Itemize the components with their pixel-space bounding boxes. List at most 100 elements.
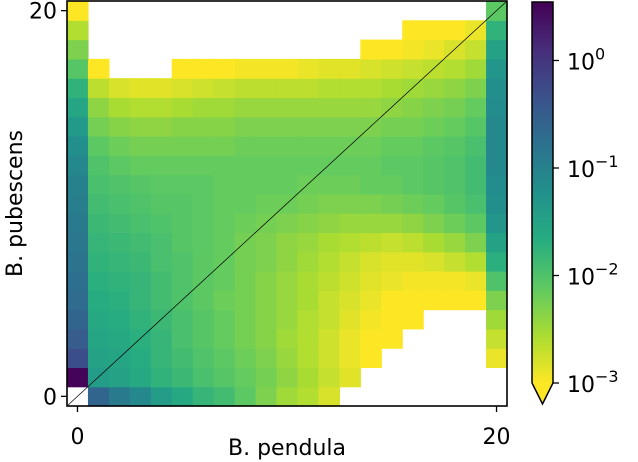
heatmap-cell <box>171 97 194 118</box>
heatmap-cell <box>297 271 320 291</box>
heatmap-cell <box>297 348 320 369</box>
heatmap-cell <box>276 213 299 234</box>
heatmap-cell <box>213 116 236 137</box>
heatmap-cell <box>108 193 131 214</box>
heatmap-cell <box>318 232 340 253</box>
heatmap-cell <box>318 348 340 369</box>
x-axis-ticks: 0 20 <box>70 406 511 450</box>
heatmap-cell <box>234 290 257 311</box>
heatmap-cell <box>150 116 173 137</box>
heatmap-cell <box>360 251 382 272</box>
heatmap-cell <box>67 367 89 388</box>
heatmap-cell <box>192 78 215 99</box>
heatmap-cell <box>486 193 508 214</box>
heatmap-cell <box>339 155 361 176</box>
heatmap-cell <box>360 58 382 79</box>
heatmap-cell <box>234 213 257 234</box>
heatmap-cell <box>423 78 445 99</box>
heatmap-cell <box>87 290 110 311</box>
heatmap-cell <box>67 58 89 79</box>
heatmap-cell <box>213 367 236 388</box>
heatmap-cell <box>360 232 382 253</box>
heatmap-cell <box>87 116 110 137</box>
heatmap-cell <box>339 309 361 330</box>
heatmap-cell <box>444 97 466 118</box>
heatmap-cell <box>255 58 278 79</box>
heatmap-cell <box>67 136 89 156</box>
heatmap-cell <box>444 39 466 60</box>
heatmap-cell <box>108 155 131 176</box>
heatmap-cell <box>444 20 466 41</box>
heatmap-cell <box>192 251 215 272</box>
heatmap-cell <box>255 386 278 407</box>
heatmap-cell <box>213 348 236 369</box>
heatmap-cell <box>213 309 236 330</box>
heatmap-cell <box>171 213 194 234</box>
heatmap-cell <box>213 271 236 291</box>
heatmap-cell <box>360 193 382 214</box>
heatmap-cell <box>465 174 487 195</box>
heatmap-cell <box>192 348 215 369</box>
heatmap-cell <box>402 309 424 330</box>
heatmap-cell <box>192 136 215 156</box>
heatmap-cell <box>150 232 173 253</box>
heatmap-cell <box>87 328 110 349</box>
heatmap-cell <box>255 97 278 118</box>
heatmap-cell <box>486 174 508 195</box>
heatmap-cell <box>465 271 487 291</box>
heatmap-cell <box>213 328 236 349</box>
colorbar-tick-label: 100 <box>567 44 605 75</box>
heatmap-cell <box>67 251 89 272</box>
heatmap-cell <box>318 328 340 349</box>
heatmap-cell <box>444 232 466 253</box>
heatmap-cell <box>255 251 278 272</box>
heatmap-cell <box>150 290 173 311</box>
heatmap-cell <box>276 328 299 349</box>
heatmap-cell <box>192 193 215 214</box>
heatmap-cell <box>423 290 445 311</box>
heatmap-cell <box>150 309 173 330</box>
heatmap-cell <box>339 271 361 291</box>
heatmap-cell <box>318 116 340 137</box>
heatmap-cell <box>213 213 236 234</box>
heatmap-cell <box>171 271 194 291</box>
heatmap-cell <box>129 78 152 99</box>
heatmap-cell <box>486 348 508 369</box>
heatmap-cell <box>486 290 508 311</box>
heatmap-cell <box>297 155 320 176</box>
heatmap-cell <box>276 367 299 388</box>
heatmap-cell <box>444 290 466 311</box>
heatmap-cell <box>381 328 403 349</box>
heatmap-cell <box>318 78 340 99</box>
heatmap-cell <box>87 78 110 99</box>
heatmap-cell <box>171 193 194 214</box>
heatmap-cell <box>255 213 278 234</box>
heatmap-cell <box>150 328 173 349</box>
heatmap-cell <box>129 348 152 369</box>
heatmap-cell <box>297 58 320 79</box>
heatmap-cell <box>276 271 299 291</box>
heatmap-cell <box>465 136 487 156</box>
heatmap-cell <box>255 232 278 253</box>
heatmap-cell <box>234 58 257 79</box>
heatmap-cell <box>297 116 320 137</box>
heatmap-cell <box>234 328 257 349</box>
heatmap-cell <box>67 97 89 118</box>
heatmap-cell <box>318 174 340 195</box>
heatmap-cell <box>67 1 89 21</box>
colorbar-tick-label: 10−1 <box>567 152 619 183</box>
colorbar: 100 10−1 10−2 10−3 <box>531 1 619 406</box>
heatmap-cell <box>444 155 466 176</box>
heatmap-cell <box>360 39 382 60</box>
heatmap-cell <box>318 136 340 156</box>
heatmap-cell <box>150 348 173 369</box>
heatmap-cell <box>87 155 110 176</box>
heatmap-cell <box>255 309 278 330</box>
heatmap-cell <box>339 174 361 195</box>
heatmap-cell <box>67 20 89 41</box>
heatmap-cell <box>67 348 89 369</box>
heatmap-cell <box>360 116 382 137</box>
heatmap-cell <box>129 328 152 349</box>
heatmap-cell <box>171 328 194 349</box>
heatmap-cell <box>129 193 152 214</box>
